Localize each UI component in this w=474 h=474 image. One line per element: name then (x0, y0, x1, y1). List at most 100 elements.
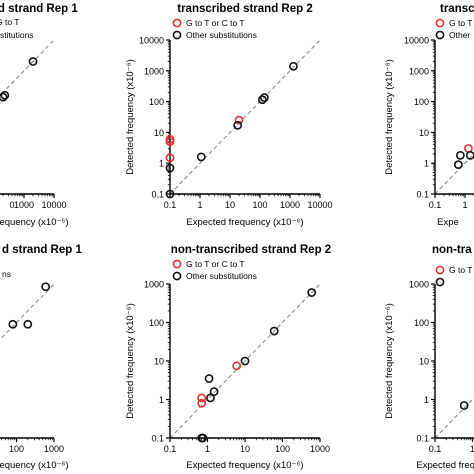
x-tick-label: 0.1 (429, 200, 442, 210)
x-tick-label: 1000 (280, 200, 300, 210)
reference-diagonal (434, 397, 474, 439)
y-tick-label: 10 (154, 128, 164, 138)
x-tick-label: 100 (252, 200, 267, 210)
y-tick-label: 100 (149, 318, 164, 328)
x-tick-label: 0.1 (164, 444, 177, 454)
legend-entry-gt: G to T (449, 265, 472, 275)
legend-marker-black (435, 277, 445, 287)
y-tick-label: 1 (159, 395, 164, 405)
legend-bottom-right: G to T (435, 265, 472, 287)
y-tick-label: 10000 (139, 36, 164, 46)
y-tick-label: 100 (414, 318, 429, 328)
data-point-other (259, 93, 269, 102)
legend-entry-gt: G to T (0, 17, 19, 27)
y-tick-label: 10 (154, 357, 164, 367)
data-point-other (257, 95, 267, 105)
x-tick-label: 1 (470, 444, 474, 454)
panel-title-bottom-right: non-tra (432, 244, 472, 256)
x-axis-label: Expected frequency (x10⁻⁶) (186, 217, 303, 228)
legend-top-middle: G to T or C to T Other substitutions (172, 18, 257, 40)
panel-title-top-right: transc (440, 3, 474, 15)
data-point-other (289, 61, 298, 71)
y-tick-label: 1000 (409, 66, 429, 76)
legend-bottom-left: ns (2, 269, 11, 279)
panel-title-top-middle: transcribed strand Rep 2 (177, 3, 312, 15)
data-point-other (28, 57, 38, 66)
y-tick-label: 1 (424, 395, 429, 405)
x-axis-label: Expected frequency (x10⁻⁶) (416, 460, 474, 471)
plot-bottom-left: 100 1000 Expected frequency (x10⁻⁶) (0, 282, 69, 471)
data-point-other (41, 282, 51, 292)
data-point-other (209, 387, 219, 397)
legend-entry-other: Other substitutions (186, 30, 257, 40)
data-point-other (8, 319, 18, 329)
x-axis-label: Expected frequency (x10⁻⁶) (0, 460, 69, 471)
y-tick-label: 100 (149, 97, 164, 107)
y-tick-label: 0.1 (416, 434, 429, 444)
x-tick-label: 0.1 (164, 200, 177, 210)
legend-entry-other: ns (2, 269, 11, 279)
legend-entry-gt: G to T or C to T (186, 259, 245, 269)
data-point-other (240, 356, 250, 366)
legend-entry-gt: G to T or C to T (186, 18, 245, 28)
data-point-gt-ct (234, 115, 244, 125)
data-point-other (165, 189, 175, 199)
x-tick-label: 1 (197, 200, 202, 210)
x-tick-label: 100 (9, 444, 24, 454)
y-tick-label: 100 (414, 97, 429, 107)
legend-entry-gt: G to T (449, 18, 472, 28)
y-axis-label: Detected frequency (x10⁻⁶) (125, 303, 136, 419)
x-axis-label: Expected frequency (x10⁻⁶) (186, 460, 303, 471)
data-point-other (0, 90, 10, 100)
data-point-gt-ct (232, 361, 242, 371)
y-axis-label: Detected frequency (x10⁻⁶) (384, 59, 395, 175)
y-tick-label: 0.1 (151, 190, 164, 200)
data-point-other (307, 288, 317, 297)
data-point-gt-ct (197, 393, 207, 403)
x-tick-label: 1000 (44, 444, 64, 454)
data-point-gt-ct (165, 153, 175, 163)
reference-diagonal (434, 153, 474, 195)
data-point-other (0, 92, 8, 102)
data-point-other (233, 120, 243, 130)
legend-marker-black (435, 30, 445, 40)
legend-entry-other: stitutions (0, 30, 34, 40)
legend-entry-other: Other (449, 30, 470, 40)
reference-diagonal (0, 39, 55, 97)
x-tick-label: 10 (240, 444, 250, 454)
x-axis-label: Expe (437, 217, 459, 228)
x-tick-label: 1000 (14, 200, 34, 210)
data-point-other (455, 150, 465, 160)
legend-marker-black (172, 30, 182, 40)
data-point-other (269, 326, 279, 336)
data-point-other (23, 319, 33, 329)
y-tick-label: 10 (419, 357, 429, 367)
panel-title-top-left: transcribed strand Rep 1 (0, 3, 78, 15)
data-point-other (453, 160, 463, 170)
y-tick-label: 10000 (404, 36, 429, 46)
y-tick-label: 1000 (144, 280, 164, 290)
data-point-other (198, 433, 208, 443)
data-point-gt-ct (197, 398, 207, 408)
y-axis-label: Detected frequency (x10⁻⁶) (384, 303, 395, 419)
reference-diagonal (169, 283, 321, 439)
plot-bottom-middle: 0.1 1 10 100 1000 0.1 1 10 100 1000 Expected frequ… (125, 280, 330, 472)
x-tick-label: 1 (205, 444, 210, 454)
legend-top-right: G to T Other (435, 18, 472, 40)
y-tick-label: 1000 (409, 280, 429, 290)
y-tick-label: 0.1 (416, 190, 429, 200)
x-tick-label: 10000 (307, 200, 332, 210)
y-tick-label: 1 (159, 159, 164, 169)
x-tick-label: 10000 (41, 200, 66, 210)
legend-marker-red (172, 18, 182, 28)
legend-marker-red (435, 18, 445, 28)
data-point-other (165, 163, 175, 173)
data-point-other (204, 374, 214, 383)
x-tick-label: 1000 (310, 444, 330, 454)
plot-top-right: 0.1 1 0.1 1 10 100 1000 10000 Expe Detected frequ… (384, 36, 474, 228)
y-tick-label: 10 (419, 128, 429, 138)
data-point-gt-ct (165, 137, 175, 147)
y-tick-label: 1 (424, 159, 429, 169)
